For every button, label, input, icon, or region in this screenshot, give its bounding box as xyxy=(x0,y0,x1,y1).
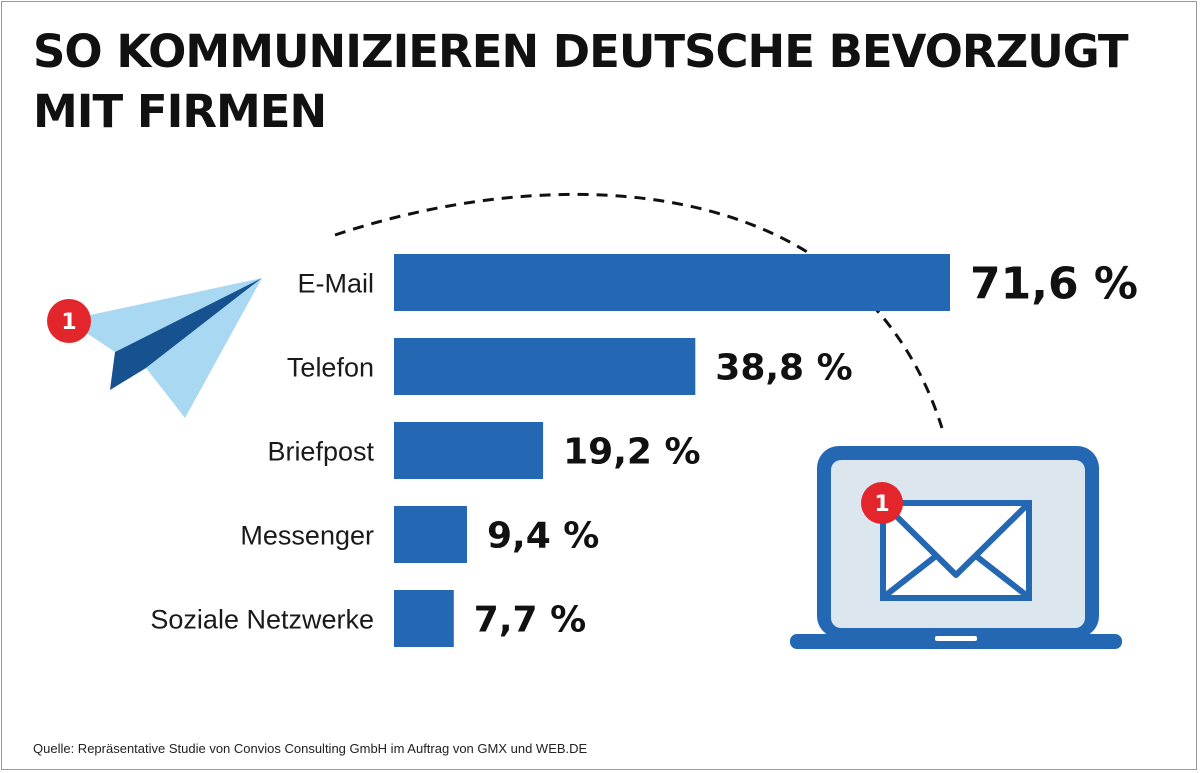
paper-plane-icon xyxy=(67,278,262,418)
chart-title-line-2: MIT FIRMEN xyxy=(33,85,327,138)
bar-0 xyxy=(394,254,950,311)
category-label-3: Messenger xyxy=(240,521,374,551)
bars-group: E-Mail 71,6 % Telefon 38,8 % Briefpost 19,2 %… xyxy=(150,254,1138,647)
envelope-notification-badge: 1 xyxy=(861,482,903,524)
value-label-3: 9,4 % xyxy=(487,515,599,556)
category-label-0: E-Mail xyxy=(297,269,374,299)
envelope-badge-count: 1 xyxy=(874,492,889,517)
plane-notification-badge: 1 xyxy=(47,299,91,343)
bar-3 xyxy=(394,506,467,563)
plane-badge-count: 1 xyxy=(61,310,76,335)
envelope-icon xyxy=(880,500,1032,601)
category-label-1: Telefon xyxy=(287,353,374,383)
value-label-1: 38,8 % xyxy=(715,347,852,388)
value-label-0: 71,6 % xyxy=(970,258,1138,309)
bar-1 xyxy=(394,338,696,395)
chart-title: SO KOMMUNIZIEREN DEUTSCHE BEVORZUGT MIT … xyxy=(33,22,1183,142)
bar-4 xyxy=(394,590,454,647)
category-label-2: Briefpost xyxy=(267,437,374,467)
chart-title-line-1: SO KOMMUNIZIEREN DEUTSCHE BEVORZUGT xyxy=(33,25,1129,78)
bar-2 xyxy=(394,422,544,479)
source-note: Quelle: Repräsentative Studie von Convio… xyxy=(33,741,588,756)
category-label-4: Soziale Netzwerke xyxy=(150,605,374,635)
dashed-arc xyxy=(334,192,944,429)
value-label-4: 7,7 % xyxy=(474,599,586,640)
value-label-2: 19,2 % xyxy=(563,431,700,472)
